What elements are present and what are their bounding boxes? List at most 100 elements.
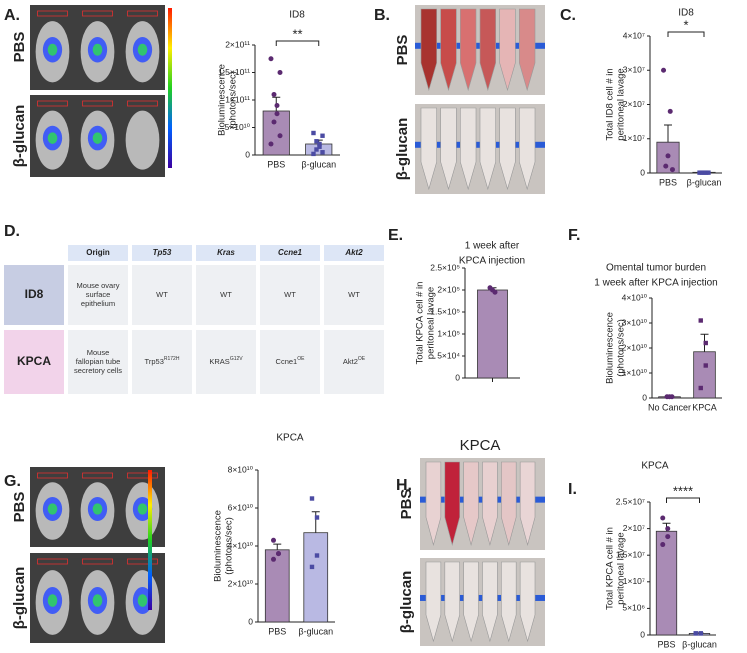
cell — [196, 330, 256, 394]
y-tick-label: 2×10⁵ — [437, 284, 460, 294]
header-text: Akt2 — [344, 248, 363, 257]
roi — [127, 100, 158, 107]
x-tick-label: β-glucan — [682, 639, 717, 649]
data-point — [271, 537, 276, 543]
panel-letter: F. — [568, 227, 580, 244]
panel-letter: D. — [4, 223, 20, 240]
data-point — [320, 133, 325, 138]
roi — [37, 472, 68, 479]
roi — [37, 558, 68, 565]
y-axis-label: (photons/sec) — [228, 71, 239, 129]
row-label: PBS — [11, 492, 28, 523]
data-point — [699, 170, 704, 175]
tube — [519, 561, 536, 643]
data-point — [314, 147, 319, 152]
cell-base: Akt2 — [343, 357, 358, 366]
y-tick-label: 8×10¹⁰ — [228, 464, 254, 474]
y-tick-label: 0 — [248, 616, 253, 626]
tube — [499, 107, 516, 191]
y-tick-label: 6×10¹⁰ — [228, 502, 254, 512]
data-point — [309, 564, 315, 570]
roi — [127, 10, 158, 17]
data-point — [274, 103, 280, 108]
row-header — [4, 265, 64, 325]
cell-sup: R172H — [164, 356, 180, 362]
header-text: Origin — [86, 248, 110, 257]
signal — [47, 132, 58, 144]
header-text: Kras — [217, 248, 235, 257]
y-tick-label: 3×10⁷ — [623, 65, 645, 75]
tube — [420, 8, 437, 92]
signal — [47, 503, 58, 515]
bar — [264, 549, 290, 623]
tube — [444, 561, 460, 643]
y-tick-label: 2×10¹⁰ — [228, 578, 254, 588]
cell — [132, 265, 192, 325]
signal — [137, 594, 148, 607]
tube — [463, 461, 479, 546]
row-header-text: ID8 — [25, 287, 44, 301]
signal — [47, 594, 58, 607]
cell-text: WT — [284, 290, 296, 299]
data-point — [492, 289, 498, 295]
cell-text: KRASG12V — [209, 356, 243, 366]
tube — [482, 561, 498, 643]
y-tick-label: 2×10¹⁰ — [622, 342, 648, 352]
roi — [127, 472, 158, 479]
y-tick-label: 2×10⁷ — [623, 99, 645, 109]
data-point — [314, 553, 320, 558]
y-tick-label: 5×10⁶ — [622, 603, 645, 613]
row-header-text: KPCA — [17, 354, 51, 368]
x-tick-label: PBS — [268, 626, 286, 636]
roi — [37, 100, 68, 107]
data-point — [660, 515, 666, 521]
tube — [440, 107, 457, 191]
color-scale — [148, 470, 152, 610]
y-tick-label: 4×10¹⁰ — [622, 292, 648, 302]
x-tick-label: KPCA — [692, 402, 717, 412]
row-label: β-glucan — [11, 105, 28, 168]
x-tick-label: No Cancer — [648, 402, 691, 412]
tube — [463, 561, 479, 643]
y-tick-label: 4×10⁷ — [623, 30, 645, 40]
y-tick-label: 2×10⁷ — [623, 523, 645, 533]
significance-bracket — [666, 497, 700, 503]
data-point — [271, 92, 277, 97]
tube — [501, 461, 517, 546]
mouse — [125, 110, 160, 170]
cell-text: surface — [86, 290, 111, 299]
tube — [425, 461, 442, 546]
data-point — [314, 139, 319, 144]
cell-sup: OE — [297, 356, 305, 362]
chart-title: KPCA injection — [459, 256, 525, 267]
data-point — [703, 363, 708, 368]
y-tick-label: 0 — [640, 629, 645, 639]
x-tick-label: PBS — [659, 177, 677, 187]
row-label: PBS — [394, 35, 411, 66]
cell — [324, 265, 384, 325]
cell-text: Trp53R172H — [145, 356, 180, 366]
panel-letter: I. — [568, 481, 577, 498]
cell — [196, 265, 256, 325]
y-tick-label: 4×10¹⁰ — [228, 540, 254, 550]
data-point — [311, 130, 316, 136]
cell-text: epithelium — [81, 299, 115, 308]
data-point — [271, 556, 276, 562]
y-tick-label: 3×10¹⁰ — [622, 317, 648, 327]
signal — [92, 43, 103, 56]
panel-letter: H. — [396, 477, 412, 494]
row-label: β-glucan — [398, 571, 415, 634]
signal — [92, 594, 103, 607]
bar — [303, 532, 329, 623]
data-point — [697, 170, 702, 175]
cell — [260, 265, 320, 325]
data-point — [317, 141, 322, 147]
data-point — [667, 108, 673, 114]
cell-base: KRAS — [209, 357, 229, 366]
tube — [460, 107, 477, 191]
signal — [47, 43, 58, 56]
error-bar — [311, 511, 320, 533]
cell-base: Trp53 — [145, 357, 164, 366]
chart-title: 1 week after KPCA injection — [594, 278, 717, 289]
cell-sup: G12V — [230, 356, 243, 362]
